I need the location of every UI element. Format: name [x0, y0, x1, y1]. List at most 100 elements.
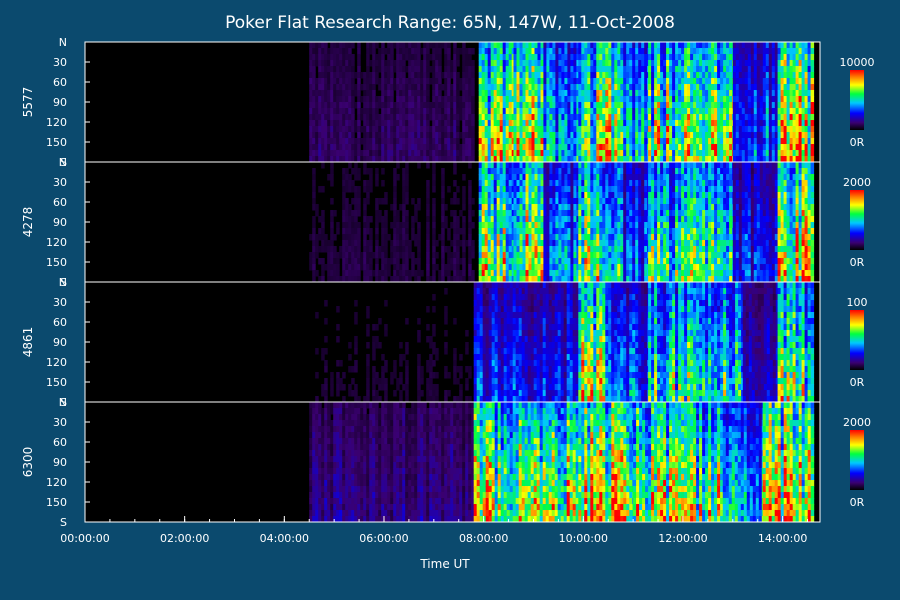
heat-cell: [657, 72, 661, 79]
heat-cell: [405, 162, 409, 169]
heat-cell: [444, 144, 448, 151]
heat-cell: [345, 42, 349, 49]
heat-cell: [432, 246, 436, 253]
heat-cell: [590, 228, 594, 235]
heat-cell: [783, 144, 788, 151]
heat-cell: [441, 204, 445, 211]
heat-cell: [429, 102, 433, 109]
heat-cell: [620, 174, 624, 181]
heat-cell: [432, 234, 436, 241]
heat-cell: [339, 114, 343, 121]
heat-cell: [807, 84, 812, 91]
heat-cell: [732, 96, 737, 103]
heat-cell: [735, 78, 740, 85]
heat-cell: [564, 204, 568, 211]
heat-cell: [487, 60, 492, 67]
heat-cell: [519, 54, 523, 61]
heat-cell: [635, 246, 639, 253]
heat-cell: [345, 108, 349, 115]
heat-cell: [336, 258, 340, 265]
heat-cell: [321, 132, 325, 139]
heat-cell: [786, 54, 791, 61]
heat-cell: [324, 234, 328, 241]
heat-cell: [593, 192, 597, 199]
heat-cell: [508, 78, 513, 85]
heat-cell: [623, 150, 627, 157]
heat-cell: [602, 252, 606, 259]
heat-cell: [587, 60, 591, 67]
heat-cell: [771, 54, 776, 61]
heat-cell: [711, 66, 715, 73]
heat-cell: [546, 240, 550, 247]
heat-cell: [759, 84, 764, 91]
heat-cell: [493, 168, 498, 175]
heat-cell: [644, 102, 648, 109]
heat-cell: [738, 126, 743, 133]
heat-cell: [735, 156, 740, 163]
heat-cell: [750, 90, 755, 97]
heat-cell: [546, 90, 550, 97]
heat-cell: [753, 126, 758, 133]
heat-cell: [333, 54, 337, 61]
heat-cell: [354, 192, 358, 199]
heat-cell: [561, 120, 565, 127]
heat-cell: [576, 108, 580, 115]
heat-cell: [578, 84, 582, 91]
heat-cell: [762, 96, 767, 103]
heat-cell: [690, 108, 694, 115]
heat-cell: [576, 168, 580, 175]
heat-cell: [555, 114, 559, 121]
heat-cell: [696, 132, 700, 139]
heat-cell: [543, 48, 547, 55]
heat-cell: [348, 180, 352, 187]
heat-cell: [602, 108, 606, 115]
heat-cell: [696, 114, 700, 121]
heat-cell: [537, 216, 541, 223]
heat-cell: [528, 204, 532, 211]
heat-cell: [345, 60, 349, 67]
heat-cell: [744, 72, 749, 79]
heat-cell: [502, 102, 507, 109]
heat-cell: [426, 66, 430, 73]
heat-cell: [780, 78, 785, 85]
heat-cell: [617, 216, 621, 223]
heat-cell: [587, 162, 591, 169]
heat-cell: [321, 228, 325, 235]
heat-cell: [726, 48, 730, 55]
heat-cell: [629, 108, 633, 115]
heat-cell: [711, 42, 715, 49]
heat-cell: [602, 162, 606, 169]
heat-cell: [546, 246, 550, 253]
heat-cell: [584, 54, 588, 61]
heat-cell: [484, 84, 489, 91]
heat-cell: [468, 60, 472, 67]
heat-cell: [493, 198, 498, 205]
heat-cell: [342, 180, 346, 187]
heat-cell: [375, 138, 379, 145]
heat-cell: [620, 192, 624, 199]
heat-cell: [552, 276, 556, 283]
heat-cell: [687, 48, 691, 55]
heat-cell: [605, 108, 609, 115]
heat-cell: [348, 144, 352, 151]
heat-cell: [441, 198, 445, 205]
heat-cell: [596, 186, 600, 193]
heat-cell: [528, 174, 532, 181]
heat-cell: [513, 192, 517, 199]
heat-cell: [453, 138, 457, 145]
heat-cell: [708, 144, 712, 151]
heat-cell: [780, 132, 785, 139]
heat-cell: [608, 276, 612, 283]
heat-cell: [327, 66, 331, 73]
heat-cell: [789, 84, 794, 91]
heat-cell: [432, 126, 436, 133]
heat-cell: [508, 84, 513, 91]
heat-cell: [525, 270, 529, 277]
heat-cell: [444, 264, 448, 271]
heat-cell: [543, 108, 547, 115]
heat-cell: [456, 72, 460, 79]
heat-cell: [312, 234, 316, 241]
heat-cell: [723, 120, 727, 127]
heat-cell: [534, 264, 538, 271]
heat-cell: [462, 156, 466, 163]
